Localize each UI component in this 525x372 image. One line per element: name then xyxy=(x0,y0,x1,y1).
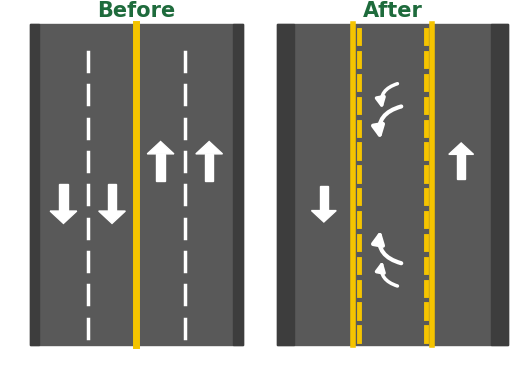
Text: Before: Before xyxy=(97,0,175,20)
FancyArrowPatch shape xyxy=(376,265,397,286)
Polygon shape xyxy=(449,143,474,154)
Bar xyxy=(277,24,508,345)
Bar xyxy=(29,24,39,345)
Polygon shape xyxy=(147,141,174,154)
Bar xyxy=(108,185,117,211)
Bar xyxy=(205,154,214,180)
Bar xyxy=(59,185,68,211)
Bar xyxy=(457,154,465,179)
Bar xyxy=(320,186,328,211)
Polygon shape xyxy=(99,211,125,224)
Text: After: After xyxy=(363,0,423,20)
FancyArrowPatch shape xyxy=(373,235,401,263)
Bar xyxy=(490,24,508,345)
Bar xyxy=(156,154,165,180)
Bar xyxy=(29,24,243,345)
FancyArrowPatch shape xyxy=(373,106,401,135)
Bar xyxy=(234,24,243,345)
Polygon shape xyxy=(196,141,223,154)
Polygon shape xyxy=(50,211,77,224)
Polygon shape xyxy=(311,211,336,222)
Bar xyxy=(277,24,295,345)
FancyArrowPatch shape xyxy=(376,84,397,105)
